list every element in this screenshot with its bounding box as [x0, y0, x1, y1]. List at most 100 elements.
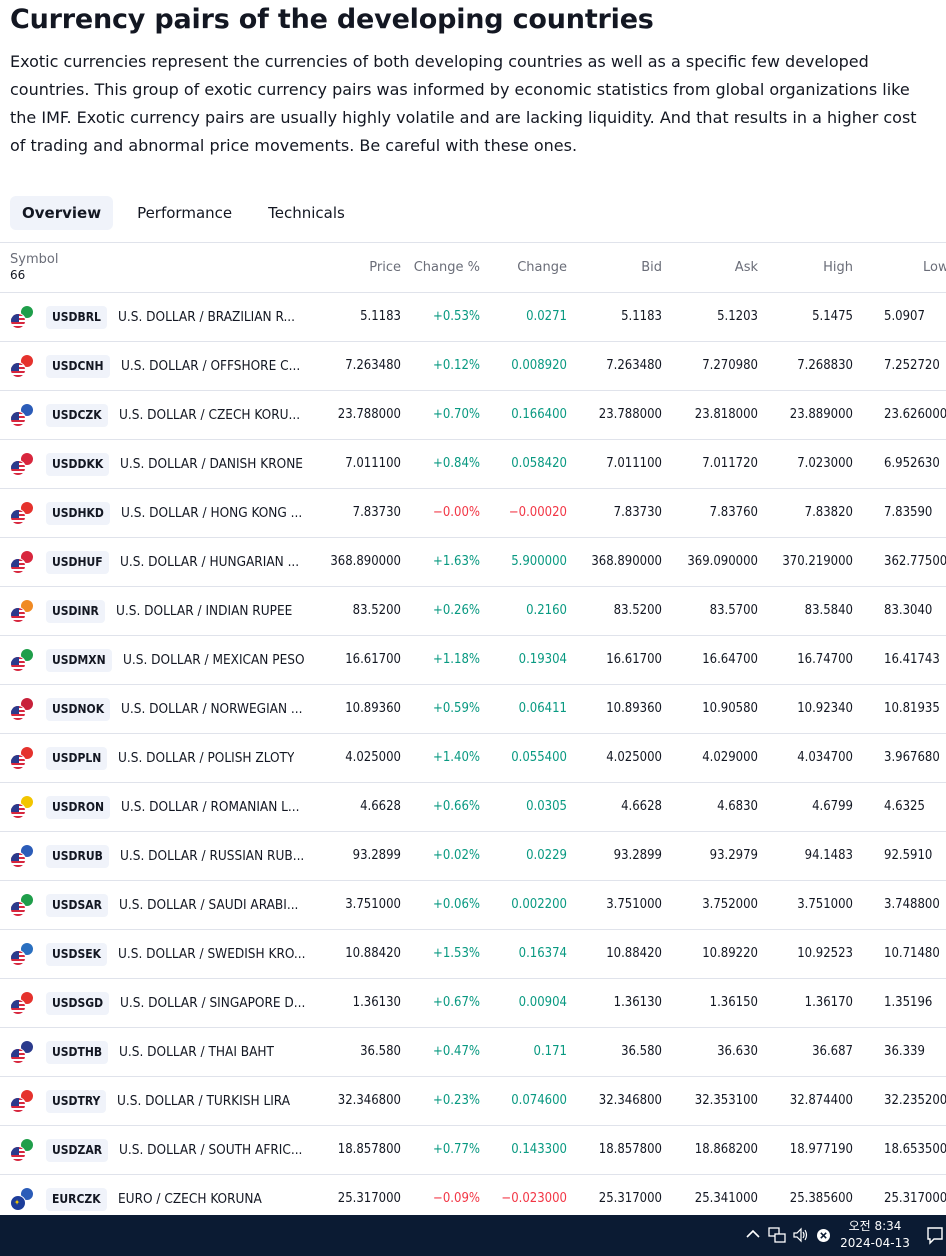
- ticker-badge[interactable]: USDRUB: [46, 845, 109, 868]
- currency-flag-icon: [10, 599, 34, 623]
- currency-flag-icon: [10, 746, 34, 770]
- column-header-bid[interactable]: Bid: [641, 260, 662, 275]
- currency-flag-icon: [10, 991, 34, 1015]
- table-row[interactable]: USDSAR U.S. DOLLAR / SAUDI ARABI... 3.7510…: [0, 881, 946, 930]
- ticker-badge[interactable]: USDMXN: [46, 649, 112, 672]
- ticker-badge[interactable]: USDDKK: [46, 453, 110, 476]
- ticker-badge[interactable]: EURCZK: [46, 1188, 107, 1211]
- ticker-badge[interactable]: USDNOK: [46, 698, 111, 721]
- table-row[interactable]: USDRON U.S. DOLLAR / ROMANIAN L... 4.6628 +…: [0, 783, 946, 832]
- change-percent-cell: −0.00%: [433, 505, 480, 520]
- table-row[interactable]: USDSGD U.S. DOLLAR / SINGAPORE D... 1.3613…: [0, 979, 946, 1028]
- taskbar-clock[interactable]: 오전 8:34 2024-04-13: [834, 1218, 916, 1252]
- table-row[interactable]: USDCNH U.S. DOLLAR / OFFSHORE C... 7.26348…: [0, 342, 946, 391]
- tab-performance[interactable]: Performance: [137, 204, 233, 222]
- column-header-low[interactable]: Low: [923, 260, 946, 275]
- volume-icon[interactable]: [792, 1227, 810, 1243]
- table-row[interactable]: USDZAR U.S. DOLLAR / SOUTH AFRIC... 18.857…: [0, 1126, 946, 1175]
- ask-cell: 83.5700: [709, 603, 758, 618]
- ask-cell: 4.6830: [717, 799, 758, 814]
- ticker-badge[interactable]: USDTHB: [46, 1041, 109, 1064]
- change-cell: 0.00904: [518, 995, 567, 1010]
- ticker-badge[interactable]: USDSEK: [46, 943, 108, 966]
- low-cell: 7.252720: [884, 358, 940, 373]
- column-header-symbol[interactable]: Symbol 66: [10, 252, 58, 282]
- change-percent-cell: +0.23%: [433, 1093, 480, 1108]
- chevron-up-icon[interactable]: [746, 1229, 760, 1239]
- currency-flag-icon: [10, 697, 34, 721]
- table-row[interactable]: USDPLN U.S. DOLLAR / POLISH ZLOTY 4.025000…: [0, 734, 946, 783]
- symbol-description: U.S. DOLLAR / CZECH KORU...: [119, 407, 301, 423]
- table-row[interactable]: USDSEK U.S. DOLLAR / SWEDISH KRO... 10.884…: [0, 930, 946, 979]
- column-header-ask[interactable]: Ask: [734, 260, 758, 275]
- low-cell: 4.6325: [884, 799, 925, 814]
- table-row[interactable]: USDTHB U.S. DOLLAR / THAI BAHT 36.580 +0.47…: [0, 1028, 946, 1077]
- ask-cell: 10.90580: [702, 701, 758, 716]
- symbol-description: U.S. DOLLAR / NORWEGIAN ...: [121, 701, 303, 717]
- bid-cell: 23.788000: [598, 407, 662, 422]
- high-cell: 3.751000: [797, 897, 853, 912]
- ticker-badge[interactable]: USDPLN: [46, 747, 108, 770]
- ticker-badge[interactable]: USDINR: [46, 600, 105, 623]
- ticker-badge[interactable]: USDSGD: [46, 992, 110, 1015]
- table-row[interactable]: USDNOK U.S. DOLLAR / NORWEGIAN ... 10.8936…: [0, 685, 946, 734]
- ask-cell: 16.64700: [702, 652, 758, 667]
- ticker-badge[interactable]: USDCZK: [46, 404, 108, 427]
- table-row[interactable]: USDMXN U.S. DOLLAR / MEXICAN PESO 16.61700…: [0, 636, 946, 685]
- change-percent-cell: +0.59%: [433, 701, 480, 716]
- change-cell: 0.143300: [511, 1142, 567, 1157]
- symbol-description: U.S. DOLLAR / TURKISH LIRA: [117, 1093, 291, 1109]
- symbol-description: U.S. DOLLAR / THAI BAHT: [119, 1044, 274, 1060]
- ticker-badge[interactable]: USDSAR: [46, 894, 108, 917]
- us-flag-icon: [10, 901, 26, 917]
- bid-cell: 18.857800: [598, 1142, 662, 1157]
- table-row[interactable]: USDRUB U.S. DOLLAR / RUSSIAN RUB... 93.289…: [0, 832, 946, 881]
- currency-flag-icon: [10, 452, 34, 476]
- ticker-badge[interactable]: USDBRL: [46, 306, 107, 329]
- currency-flag-icon: [10, 1040, 34, 1064]
- table-row[interactable]: USDHUF U.S. DOLLAR / HUNGARIAN ... 368.890…: [0, 538, 946, 587]
- bid-cell: 5.1183: [621, 309, 662, 324]
- column-header-change-percent[interactable]: Change %: [413, 260, 480, 275]
- ticker-badge[interactable]: USDRON: [46, 796, 111, 819]
- price-cell: 32.346800: [337, 1093, 401, 1108]
- change-percent-cell: +0.84%: [433, 456, 480, 471]
- table-row[interactable]: USDINR U.S. DOLLAR / INDIAN RUPEE 83.5200 +…: [0, 587, 946, 636]
- tab-overview[interactable]: Overview: [10, 196, 114, 230]
- low-cell: 3.748800: [884, 897, 940, 912]
- ticker-badge[interactable]: USDTRY: [46, 1090, 107, 1113]
- column-header-price[interactable]: Price: [369, 260, 401, 275]
- ticker-badge[interactable]: USDHUF: [46, 551, 109, 574]
- change-percent-cell: +0.02%: [433, 848, 480, 863]
- taskbar-time: 오전 8:34: [848, 1219, 902, 1233]
- symbol-description: U.S. DOLLAR / DANISH KRONE: [120, 456, 303, 472]
- low-cell: 25.317000: [884, 1191, 946, 1206]
- network-icon[interactable]: [768, 1227, 786, 1243]
- ticker-badge[interactable]: USDCNH: [46, 355, 110, 378]
- table-row[interactable]: USDHKD U.S. DOLLAR / HONG KONG ... 7.83730…: [0, 489, 946, 538]
- tab-technicals[interactable]: Technicals: [268, 204, 345, 222]
- column-header-high[interactable]: High: [823, 260, 853, 275]
- column-header-change[interactable]: Change: [517, 260, 567, 275]
- price-cell: 16.61700: [345, 652, 401, 667]
- table-row[interactable]: USDCZK U.S. DOLLAR / CZECH KORU... 23.7880…: [0, 391, 946, 440]
- close-circle-icon[interactable]: [816, 1228, 831, 1243]
- us-flag-icon: [10, 999, 26, 1015]
- symbol-description: U.S. DOLLAR / SAUDI ARABI...: [119, 897, 299, 913]
- change-cell: 0.166400: [511, 407, 567, 422]
- us-flag-icon: [10, 607, 26, 623]
- symbol-description: U.S. DOLLAR / ROMANIAN L...: [121, 799, 300, 815]
- ticker-badge[interactable]: USDHKD: [46, 502, 110, 525]
- ask-cell: 32.353100: [694, 1093, 758, 1108]
- high-cell: 32.874400: [789, 1093, 853, 1108]
- bid-cell: 36.580: [621, 1044, 662, 1059]
- low-cell: 18.653500: [884, 1142, 946, 1157]
- price-cell: 23.788000: [337, 407, 401, 422]
- table-row[interactable]: USDBRL U.S. DOLLAR / BRAZILIAN R... 5.1183…: [0, 293, 946, 342]
- change-percent-cell: +0.67%: [433, 995, 480, 1010]
- table-row[interactable]: USDTRY U.S. DOLLAR / TURKISH LIRA 32.34680…: [0, 1077, 946, 1126]
- ticker-badge[interactable]: USDZAR: [46, 1139, 109, 1162]
- table-row[interactable]: USDDKK U.S. DOLLAR / DANISH KRONE 7.011100…: [0, 440, 946, 489]
- ask-cell: 7.270980: [702, 358, 758, 373]
- notification-icon[interactable]: [926, 1226, 946, 1245]
